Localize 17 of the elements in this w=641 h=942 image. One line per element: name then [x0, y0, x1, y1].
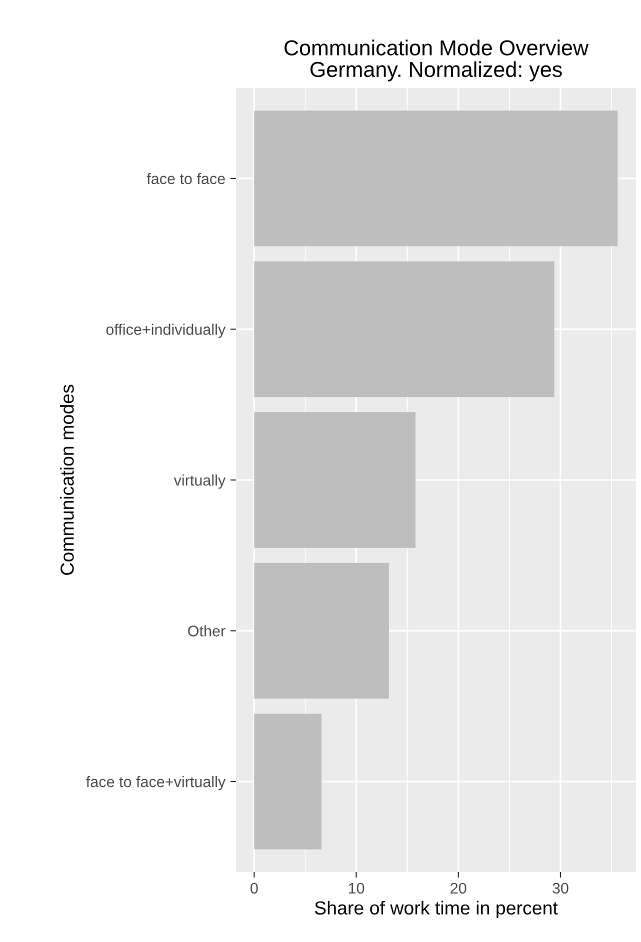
y-tick-label: virtually [174, 474, 226, 489]
y-axis-title: Communication modes [60, 384, 74, 575]
bar [254, 110, 618, 246]
y-tick-label: Other [188, 625, 226, 636]
x-axis-title: Share of work time in percent [314, 900, 558, 918]
x-tick-label: 0 [250, 882, 258, 894]
bar [254, 562, 389, 699]
y-tick-label: office+individually [106, 324, 226, 338]
y-tick-label: face to face+virtually [86, 776, 226, 790]
x-tick-label: 30 [552, 882, 568, 894]
x-tick-label: 10 [348, 882, 364, 894]
y-tick-label: face to face [146, 172, 225, 184]
bar [254, 261, 554, 398]
x-tick-label: 20 [450, 882, 466, 894]
bar [254, 714, 322, 850]
chart-title: Communication Mode Overview Germany. Normalized: yes [284, 40, 589, 82]
bar [254, 412, 416, 548]
